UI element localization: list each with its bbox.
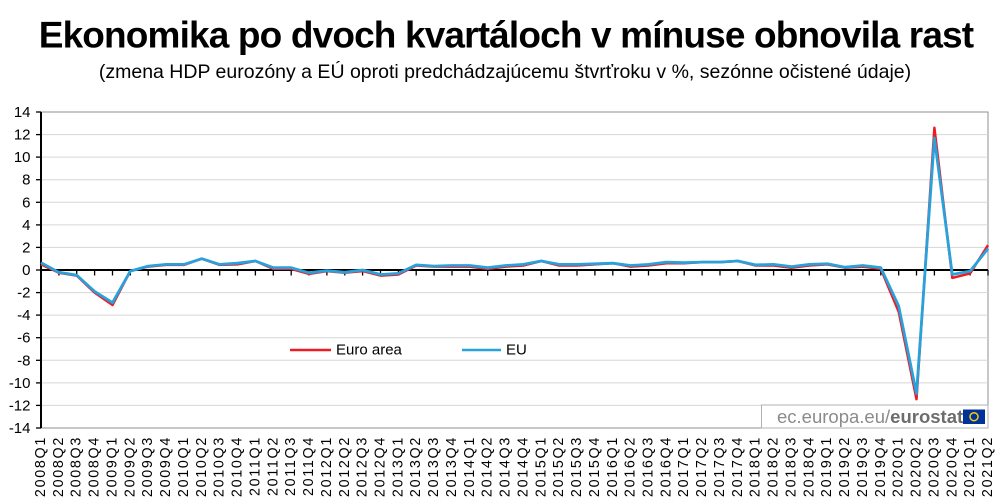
svg-text:2018Q4: 2018Q4: [801, 436, 817, 497]
svg-text:(zmena HDP eurozóny a EÚ oprot: (zmena HDP eurozóny a EÚ oproti predchád…: [99, 60, 911, 83]
svg-text:2016Q3: 2016Q3: [641, 436, 657, 497]
svg-text:2010Q1: 2010Q1: [176, 436, 192, 497]
svg-text:ec.europa.eu/eurostat: ec.europa.eu/eurostat: [777, 406, 963, 427]
svg-text:2009Q1: 2009Q1: [105, 436, 121, 497]
svg-text:2019Q2: 2019Q2: [837, 436, 853, 497]
svg-text:2013Q1: 2013Q1: [390, 436, 406, 497]
svg-text:-2: -2: [17, 285, 30, 302]
svg-text:2010Q2: 2010Q2: [194, 436, 210, 497]
svg-text:2015Q3: 2015Q3: [569, 436, 585, 497]
svg-text:-10: -10: [9, 375, 31, 392]
svg-text:2021Q1: 2021Q1: [962, 436, 978, 497]
svg-text:-4: -4: [17, 307, 30, 324]
svg-text:2012Q4: 2012Q4: [373, 436, 389, 497]
svg-text:2013Q4: 2013Q4: [444, 436, 460, 497]
svg-text:2017Q4: 2017Q4: [730, 436, 746, 497]
svg-text:-12: -12: [9, 397, 31, 414]
svg-text:2009Q4: 2009Q4: [158, 436, 174, 497]
svg-text:2017Q2: 2017Q2: [694, 436, 710, 497]
svg-text:-14: -14: [9, 420, 31, 437]
svg-text:2014Q2: 2014Q2: [480, 436, 496, 497]
svg-text:EU: EU: [506, 342, 527, 359]
svg-text:12: 12: [14, 127, 31, 144]
svg-text:2020Q3: 2020Q3: [926, 436, 942, 497]
svg-text:2015Q4: 2015Q4: [587, 436, 603, 497]
svg-text:2020Q1: 2020Q1: [891, 436, 907, 497]
svg-text:Ekonomika po dvoch kvartáloch: Ekonomika po dvoch kvartáloch v mínuse o…: [39, 15, 974, 56]
svg-text:2013Q3: 2013Q3: [426, 436, 442, 497]
svg-text:10: 10: [14, 149, 31, 166]
svg-text:2014Q3: 2014Q3: [498, 436, 514, 497]
svg-text:2021Q2: 2021Q2: [980, 436, 996, 497]
svg-text:2014Q1: 2014Q1: [462, 436, 478, 497]
svg-text:2011Q3: 2011Q3: [283, 436, 299, 496]
svg-text:2018Q3: 2018Q3: [784, 436, 800, 497]
svg-text:2017Q3: 2017Q3: [712, 436, 728, 497]
svg-text:4: 4: [22, 217, 30, 234]
svg-text:-6: -6: [17, 330, 30, 347]
svg-text:2016Q2: 2016Q2: [623, 436, 639, 497]
svg-text:2009Q3: 2009Q3: [140, 436, 156, 497]
svg-text:2019Q3: 2019Q3: [855, 436, 871, 497]
svg-text:2018Q2: 2018Q2: [766, 436, 782, 497]
svg-text:2020Q2: 2020Q2: [909, 436, 925, 497]
svg-text:2017Q1: 2017Q1: [676, 436, 692, 497]
svg-text:14: 14: [14, 104, 31, 121]
svg-text:2015Q1: 2015Q1: [533, 436, 549, 497]
svg-text:2020Q4: 2020Q4: [944, 436, 960, 497]
svg-text:6: 6: [22, 194, 30, 211]
svg-text:2009Q2: 2009Q2: [122, 436, 138, 497]
svg-text:2012Q3: 2012Q3: [355, 436, 371, 497]
svg-text:2008Q3: 2008Q3: [69, 436, 85, 497]
svg-text:2015Q2: 2015Q2: [551, 436, 567, 497]
svg-text:2008Q1: 2008Q1: [33, 436, 49, 497]
svg-text:2010Q3: 2010Q3: [212, 436, 228, 497]
svg-text:2011Q1: 2011Q1: [247, 436, 263, 496]
svg-text:2013Q2: 2013Q2: [408, 436, 424, 497]
svg-text:Euro area: Euro area: [336, 342, 403, 359]
svg-text:2016Q1: 2016Q1: [605, 436, 621, 497]
svg-text:2012Q2: 2012Q2: [337, 436, 353, 497]
svg-text:2: 2: [22, 239, 30, 256]
svg-text:2014Q4: 2014Q4: [515, 436, 531, 497]
svg-text:2008Q2: 2008Q2: [51, 436, 67, 497]
svg-text:2010Q4: 2010Q4: [230, 436, 246, 497]
svg-text:2011Q4: 2011Q4: [301, 436, 317, 496]
svg-text:-8: -8: [17, 352, 30, 369]
svg-text:2019Q1: 2019Q1: [819, 436, 835, 497]
svg-text:2016Q4: 2016Q4: [658, 436, 674, 497]
svg-text:2011Q2: 2011Q2: [265, 436, 281, 496]
svg-text:0: 0: [22, 262, 30, 279]
svg-text:8: 8: [22, 172, 30, 189]
svg-text:2012Q1: 2012Q1: [319, 436, 335, 497]
svg-text:2018Q1: 2018Q1: [748, 436, 764, 497]
svg-text:2008Q4: 2008Q4: [87, 436, 103, 497]
svg-text:2019Q4: 2019Q4: [873, 436, 889, 497]
